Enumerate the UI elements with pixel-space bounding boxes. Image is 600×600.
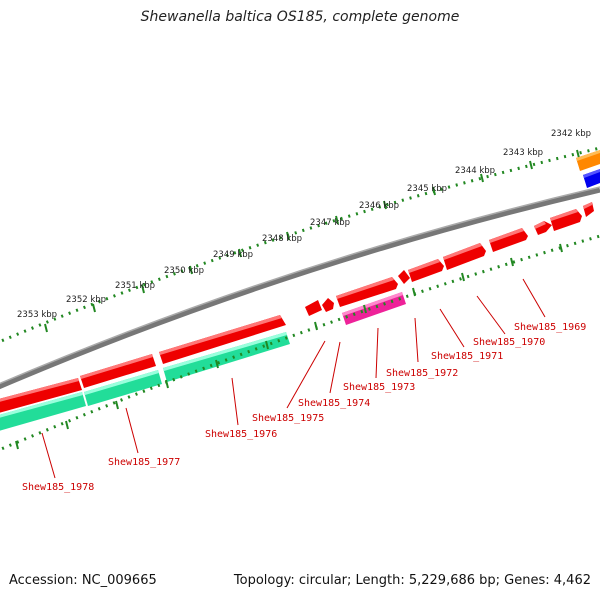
outer-scale-ticks [44,149,580,333]
kbp-label-2352: 2352 kbp [66,295,106,305]
cds-arrow [305,300,322,316]
topology-text: Topology: circular; Length: 5,229,686 bp… [233,573,591,588]
kbp-label-2345: 2345 kbp [407,184,447,194]
cds-arrow [336,277,398,307]
kbp-label-2342: 2342 kbp [551,129,591,139]
blue-feature [583,169,600,188]
cds-arrow [80,354,156,388]
cds-arrow [534,221,552,235]
kbp-label-2346: 2346 kbp [359,201,399,211]
kbp-label-2349: 2349 kbp [213,250,253,260]
cds-arrow [408,259,444,282]
map-title: Shewanella baltica OS185, complete genom… [140,9,460,25]
gene-label: Shew185_1975 [252,413,324,424]
kbp-label-2344: 2344 kbp [455,166,495,176]
kbp-label-2350: 2350 kbp [164,266,204,276]
cds-arrow [322,298,334,312]
kbp-label-2351: 2351 kbp [115,281,155,291]
gene-label: Shew185_1976 [205,429,277,440]
kbp-label-2343: 2343 kbp [503,148,543,158]
gene-label: Shew185_1971 [431,351,503,362]
cds-arrow-special [342,292,406,325]
reverse-cds-track [0,292,406,431]
gene-label: Shew185_1969 [514,322,586,333]
gene-label: Shew185_1973 [343,382,415,393]
gene-label: Shew185_1972 [386,368,458,379]
accession-text: Accession: NC_009665 [9,573,157,588]
leader-lines [41,278,546,479]
outer-scale-ring [0,146,600,344]
cds-arrow [398,270,410,284]
kbp-label-2347: 2347 kbp [310,218,350,228]
forward-cds-track [0,202,594,413]
gene-labels: Shew185_1969 Shew185_1970 Shew185_1971 S… [22,322,586,493]
gene-label: Shew185_1970 [473,337,545,348]
cds-arrow [0,392,86,431]
cds-arrow [550,209,582,231]
cds-arrow [489,228,528,252]
kbp-label-2348: 2348 kbp [262,234,302,244]
gene-label: Shew185_1978 [22,482,94,493]
orange-feature [576,150,600,171]
cds-arrow [159,315,286,364]
cds-arrow [84,370,162,406]
cds-arrow [583,202,594,217]
kbp-label-2353: 2353 kbp [17,310,57,320]
genome-backbone [0,187,600,390]
cds-arrow [0,378,82,413]
kbp-labels: 2342 kbp 2343 kbp 2344 kbp 2345 kbp 2346… [17,129,591,320]
cds-arrow [163,332,290,382]
gene-label: Shew185_1974 [298,398,370,409]
gene-label: Shew185_1977 [108,457,180,468]
cds-arrow [443,243,486,270]
inner-scale-ticks [15,243,563,450]
